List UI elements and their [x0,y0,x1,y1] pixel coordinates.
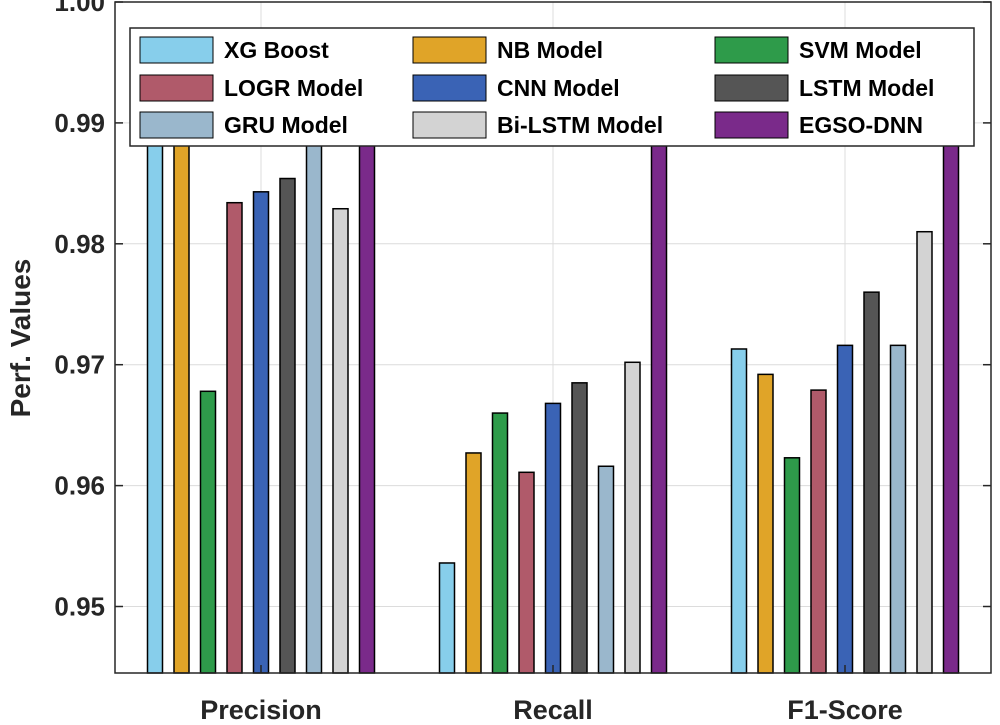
bar-gru-model-precision [305,97,323,674]
legend-entry-label: NB Model [497,37,603,63]
bar-svm-model-precision [199,390,217,674]
x-category-label: Recall [513,695,593,725]
bar-bi-lstm-model-f1-score [916,230,933,674]
bar-logr-model-recall [518,471,535,674]
legend-swatch [412,36,487,64]
legend-swatch [714,111,789,139]
y-tick-label: 1.00 [54,0,105,17]
legend-entry-label: GRU Model [224,112,348,138]
y-tick-label: 0.97 [54,350,105,380]
bar-logr-model-precision [226,201,243,674]
legend-entry-label: CNN Model [497,75,620,101]
legend-swatch [714,74,789,102]
bar-xg-boost-f1-score [730,348,748,674]
legend-swatch [139,74,214,102]
bar-cnn-model-f1-score [836,344,854,674]
y-axis-title: Perf. Values [5,259,36,418]
bar-svm-model-recall [491,412,509,674]
legend-swatch [714,36,789,64]
legend-swatch [412,74,487,102]
bar-cnn-model-recall [544,402,562,674]
bar-xg-boost-recall [438,562,456,674]
bar-svm-model-f1-score [783,457,801,674]
bar-lstm-model-f1-score [863,291,880,674]
legend-swatch [412,111,487,139]
legend-entry-label: EGSO-DNN [799,112,923,138]
legend-swatch [139,111,214,139]
legend-entry-label: XG Boost [224,37,329,63]
legend: XG Boost NB Model SVM Model LOGR Model CNN M… [129,27,975,147]
x-category-label: F1-Score [787,695,903,725]
bar-gru-model-f1-score [889,344,907,674]
y-tick-label: 0.98 [54,229,105,259]
legend-entry-label: SVM Model [799,37,922,63]
bar-lstm-model-precision [279,177,296,674]
legend-entry-label: LSTM Model [799,75,934,101]
bar-nb-model-f1-score [757,373,774,674]
legend-entry-label: LOGR Model [224,75,363,101]
bar-nb-model-recall [465,452,482,674]
y-axis-ticks: 0.95 0.96 0.97 0.98 0.99 1.00 [54,0,991,622]
y-tick-label: 0.96 [54,471,105,501]
bar-logr-model-f1-score [810,389,827,674]
legend-entry-label: Bi-LSTM Model [497,112,663,138]
bar-bi-lstm-model-recall [624,361,641,674]
y-tick-label: 0.99 [54,108,105,138]
legend-box [129,27,975,147]
bar-cnn-model-precision [252,191,270,674]
x-category-label: Precision [200,695,322,725]
legend-swatch [139,36,214,64]
x-axis-categories: Precision Recall F1-Score [200,665,903,725]
y-tick-label: 0.95 [54,592,105,622]
bar-lstm-model-recall [571,382,588,674]
bar-gru-model-recall [597,465,615,674]
bar-bi-lstm-model-precision [332,207,349,674]
bar-xg-boost-precision [146,55,164,674]
